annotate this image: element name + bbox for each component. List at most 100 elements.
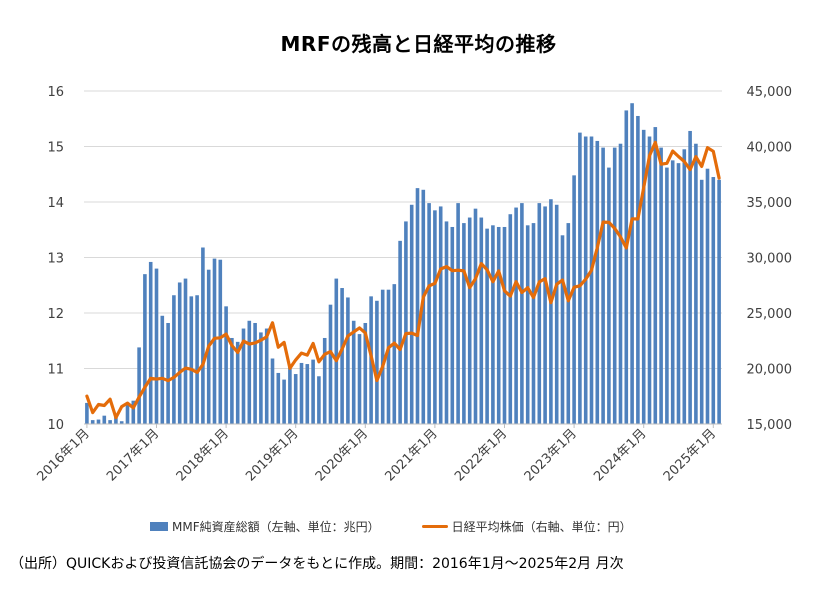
right-tick-label: 25,000	[747, 307, 793, 322]
left-tick-label: 10	[47, 418, 64, 433]
mmf-bar	[148, 261, 153, 424]
mmf-bar	[212, 258, 217, 424]
mmf-bar	[688, 130, 692, 424]
mmf-bar	[166, 322, 170, 424]
mmf-bar	[102, 415, 107, 424]
mmf-bar	[665, 167, 669, 424]
mmf-bar	[595, 140, 600, 424]
mmf-bar	[444, 221, 449, 424]
nikkei-line	[85, 140, 721, 420]
mmf-bar	[317, 376, 321, 424]
mmf-bar	[276, 372, 281, 424]
mmf-bar	[630, 103, 634, 425]
mmf-bar	[647, 136, 652, 424]
x-tick-label: 2024年1月	[591, 426, 649, 484]
chart-title: MRFの残高と日経平均の推移	[280, 32, 557, 56]
mmf-bar	[177, 282, 182, 424]
mmf-bar	[357, 334, 362, 424]
mmf-bar	[154, 268, 159, 424]
x-tick-label: 2025年1月	[661, 426, 719, 484]
mmf-bar	[578, 132, 582, 424]
mmf-bar	[409, 204, 414, 424]
mmf-bar	[566, 223, 571, 424]
legend-label-nikkei: 日経平均株価（右軸、単位：円）	[451, 520, 632, 534]
mmf-bar	[467, 217, 472, 424]
mmf-bar	[676, 163, 681, 424]
mmf-bar	[218, 259, 223, 424]
mmf-bar	[392, 284, 397, 424]
mmf-bar	[601, 147, 605, 425]
mmf-bar	[502, 226, 507, 424]
legend-label-mmf: MMF純資産総額（左軸、単位：兆円）	[172, 520, 380, 534]
x-tick-label: 2020年1月	[313, 426, 371, 484]
mmf-bar	[641, 129, 646, 424]
mmf-bar	[386, 289, 391, 424]
mmf-bar-series	[85, 103, 721, 425]
mmf-bar	[201, 247, 205, 424]
mmf-bar	[473, 208, 478, 424]
mmf-bar	[560, 235, 565, 424]
mmf-bar	[491, 225, 495, 424]
mmf-bar	[96, 419, 101, 424]
mmf-bar	[694, 143, 698, 424]
left-tick-label: 11	[47, 363, 64, 378]
right-tick-label: 15,000	[747, 418, 793, 433]
mmf-bar	[253, 322, 257, 424]
right-axis-ticks: 15,000 20,000 25,000 30,000 35,000 40,000 45,0…	[747, 85, 793, 433]
mmf-bar	[543, 206, 547, 424]
mmf-bar	[537, 203, 542, 424]
mmf-bar	[90, 420, 95, 424]
left-axis-ticks: 10 11 12 13 14 15 16	[47, 85, 64, 433]
left-tick-label: 15	[47, 141, 64, 156]
left-tick-label: 14	[47, 196, 64, 211]
mmf-bar	[195, 295, 199, 424]
mmf-bar	[607, 167, 611, 424]
mmf-bar	[288, 365, 292, 424]
x-axis-ticks: 2016年1月 2017年1月 2018年1月 2019年1月 2020年1月 2021年…	[34, 424, 719, 484]
mmf-bar	[334, 278, 339, 424]
mmf-bar	[415, 188, 420, 424]
mmf-bar	[328, 304, 333, 424]
mmf-bar	[160, 315, 165, 424]
mmf-bar	[259, 332, 263, 424]
mmf-bar	[705, 168, 710, 424]
mmf-bar	[514, 207, 518, 424]
nikkei-line-series	[85, 140, 721, 420]
mmf-bar	[653, 127, 658, 424]
mmf-bar	[241, 328, 246, 424]
mmf-bar	[554, 204, 559, 424]
x-tick-label: 2019年1月	[243, 426, 301, 484]
mmf-bar	[131, 400, 136, 424]
x-tick-label: 2022年1月	[452, 426, 510, 484]
mmf-bar	[496, 226, 501, 424]
mmf-bar	[172, 295, 176, 424]
mmf-bar	[311, 359, 315, 424]
mmf-bar	[508, 214, 513, 424]
right-tick-label: 40,000	[747, 141, 793, 156]
mmf-bar	[183, 278, 188, 424]
mmf-bar	[438, 206, 443, 424]
mmf-bar	[85, 402, 89, 424]
mmf-bar	[589, 136, 594, 424]
mmf-bar	[636, 115, 640, 424]
mmf-bar	[108, 420, 112, 424]
mmf-bar	[137, 347, 141, 424]
mmf-bar	[699, 179, 704, 424]
mmf-bar	[282, 379, 286, 424]
mmf-bar	[119, 421, 124, 424]
mmf-bar	[398, 240, 402, 424]
mmf-bar	[682, 149, 687, 424]
mmf-bar	[572, 175, 576, 424]
legend-bar-swatch	[150, 522, 168, 531]
mmf-bar	[346, 297, 350, 424]
mmf-bar	[340, 288, 344, 424]
mmf-bar	[299, 362, 304, 424]
mmf-bar	[125, 402, 130, 424]
mmf-bar	[525, 225, 530, 424]
mmf-bar	[247, 320, 252, 424]
mmf-bar	[450, 226, 455, 424]
right-tick-label: 20,000	[747, 363, 793, 378]
mmf-bar	[230, 337, 234, 424]
mmf-bar	[520, 203, 524, 424]
